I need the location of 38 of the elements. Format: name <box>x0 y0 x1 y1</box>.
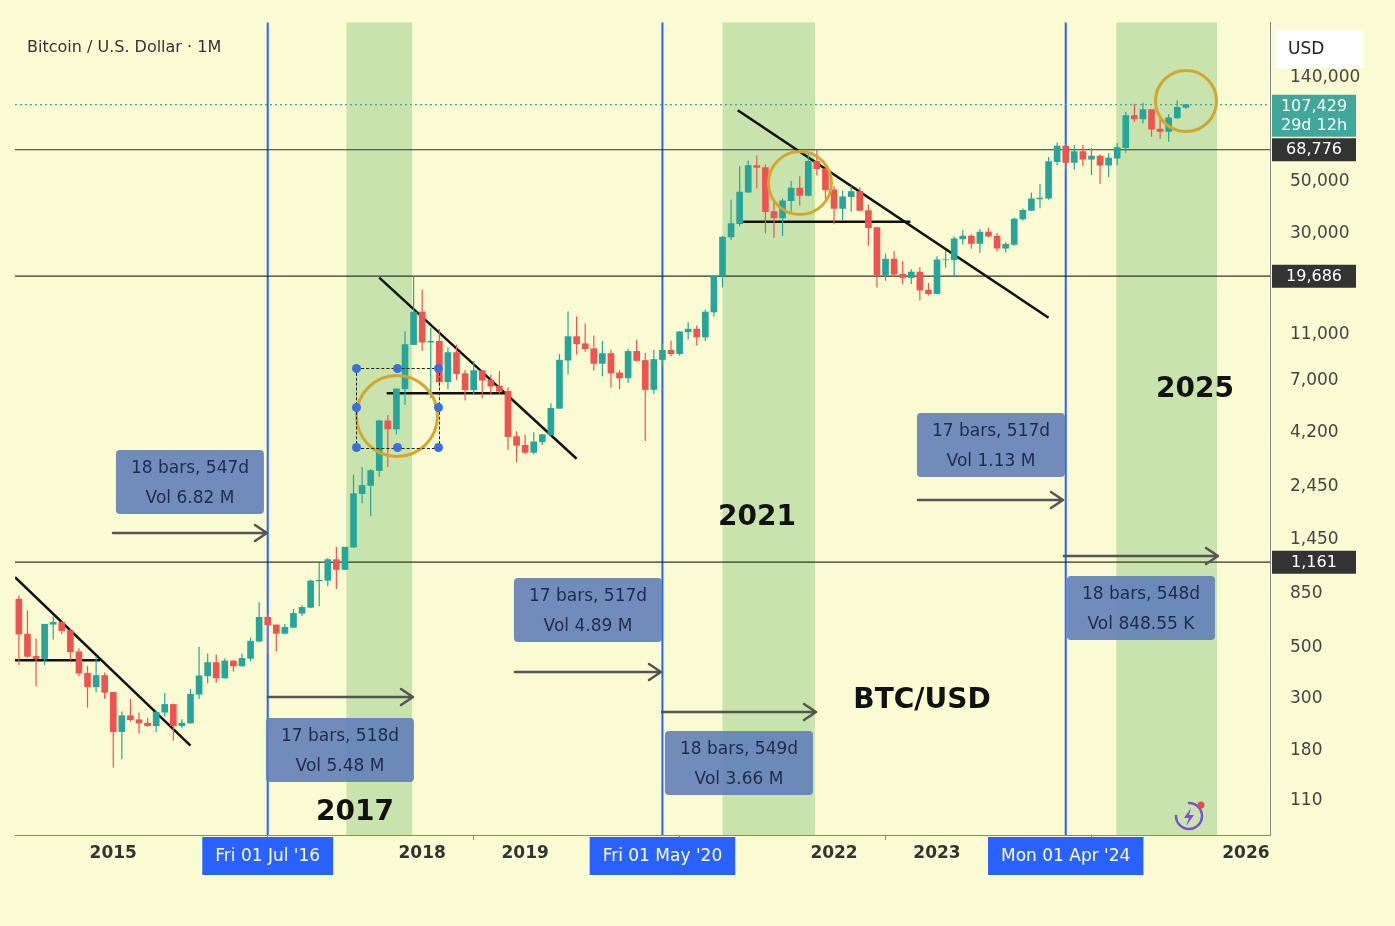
annotation: 17 bars, 517d Vol 1.13 M <box>931 419 1051 472</box>
annotation: 18 bars, 547d Vol 6.82 M <box>130 456 250 509</box>
annotation: 18 bars, 549d Vol 3.66 M <box>679 737 799 790</box>
y-tick-label: 30,000 <box>1290 221 1350 242</box>
annotation: BTC/USD <box>853 681 991 715</box>
y-tick-label: 180 <box>1290 738 1323 759</box>
annotation: 17 bars, 518d Vol 5.48 M <box>280 724 400 777</box>
y-tick-label: 1,450 <box>1290 528 1339 549</box>
text: Bitcoin / U.S. Dollar · 1M <box>27 37 222 57</box>
x-tick-label: 2026 <box>1222 841 1270 862</box>
ref-line-label: 1,161 <box>1291 551 1337 571</box>
y-tick-label: 11,000 <box>1290 323 1350 344</box>
ref-line-label: 19,686 <box>1286 265 1342 285</box>
annotation: 2025 <box>1156 370 1234 404</box>
ref-line-label: Fri 01 Jul '16 <box>215 845 321 866</box>
y-tick-label: 500 <box>1290 635 1323 656</box>
x-tick-label: 2015 <box>89 841 137 862</box>
annotation: 2017 <box>316 793 394 827</box>
x-tick-label: 2018 <box>398 841 446 862</box>
annotation: 18 bars, 548d Vol 848.55 K <box>1081 582 1201 635</box>
y-tick-label: 140,000 <box>1290 66 1361 87</box>
y-tick-label: 850 <box>1290 582 1323 603</box>
annotation: 17 bars, 517d Vol 4.89 M <box>528 584 648 637</box>
ref-line-label: 68,776 <box>1286 139 1342 159</box>
y-axis-title: USD <box>1288 37 1325 58</box>
x-tick-label: 2023 <box>913 841 961 862</box>
y-tick-label: 50,000 <box>1290 170 1350 191</box>
y-tick-label: 4,200 <box>1290 420 1339 441</box>
ref-line-label: 107,429 29d 12h <box>1280 95 1348 134</box>
y-tick-label: 110 <box>1290 788 1323 809</box>
ref-line-label: Mon 01 Apr '24 <box>1001 845 1131 866</box>
y-tick-label: 2,450 <box>1290 475 1339 496</box>
y-tick-label: 7,000 <box>1290 369 1339 390</box>
x-tick-label: 2022 <box>810 841 858 862</box>
annotation: 2021 <box>718 498 796 532</box>
x-tick-label: 2019 <box>501 841 549 862</box>
y-tick-label: 300 <box>1290 687 1323 708</box>
ref-line-label: Fri 01 May '20 <box>602 845 723 866</box>
